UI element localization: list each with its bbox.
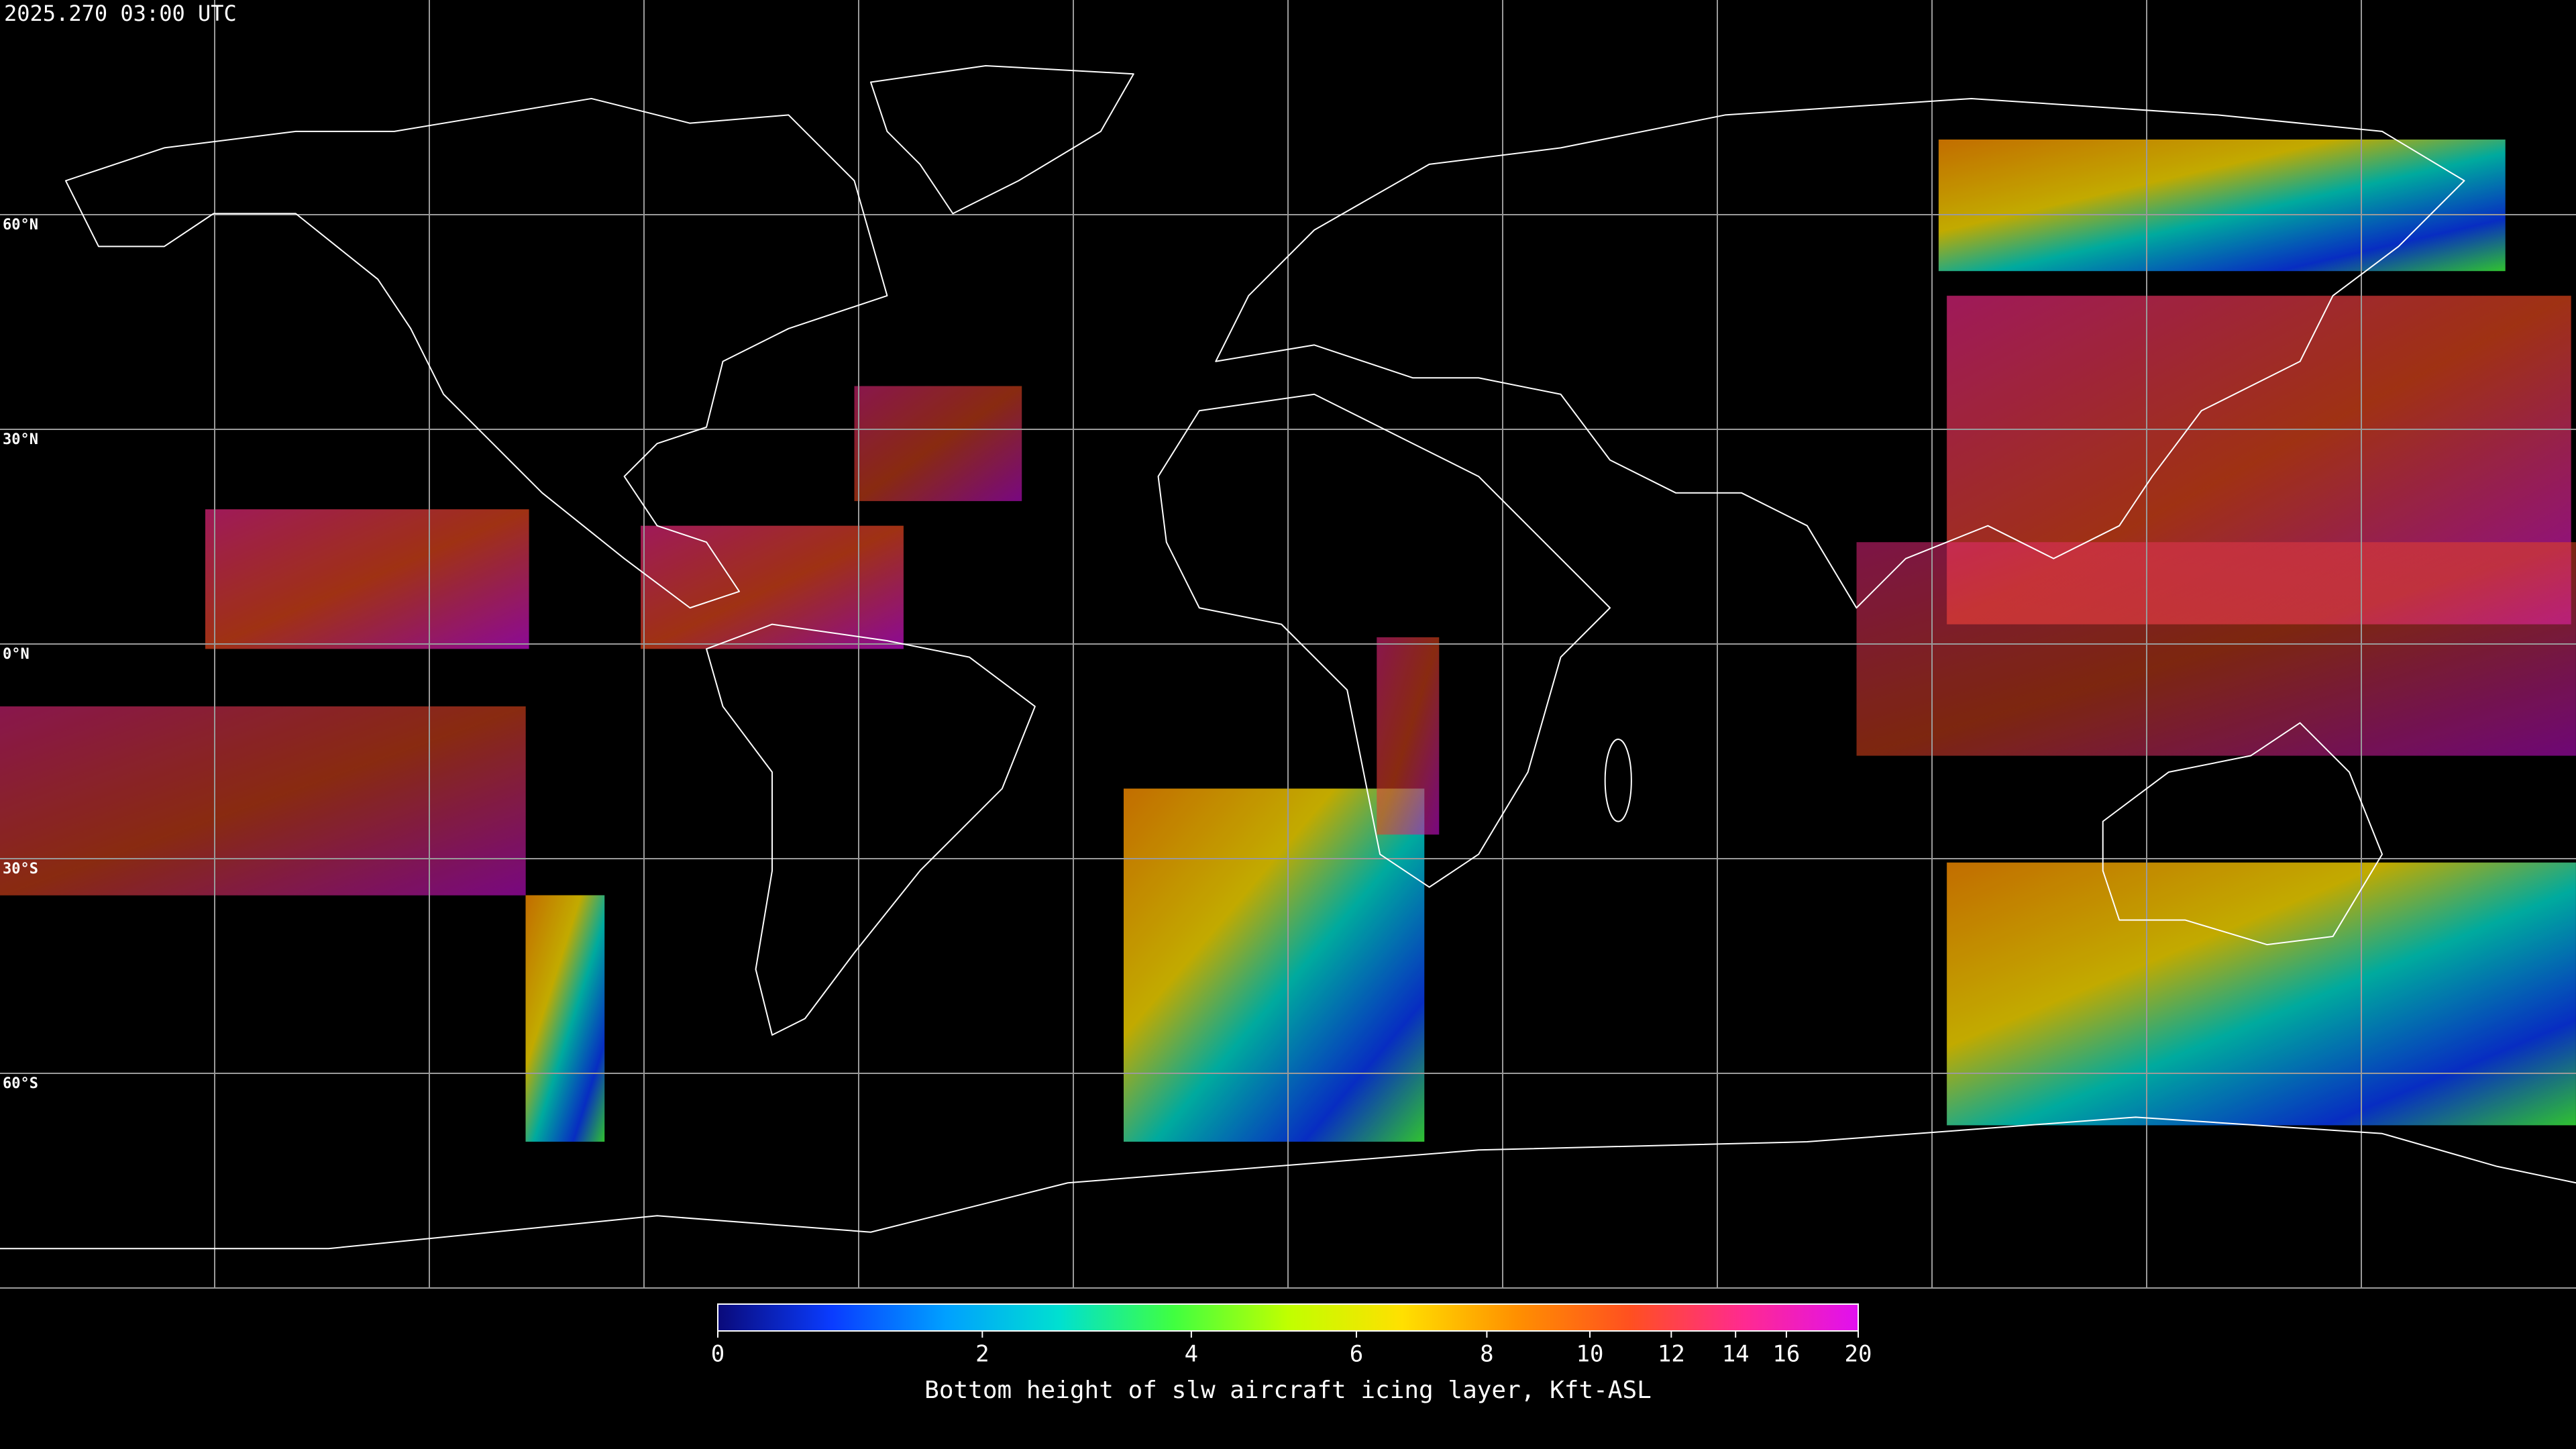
coastline bbox=[1216, 99, 2464, 608]
coastline bbox=[1605, 739, 1631, 821]
colorbar-tick-label: 16 bbox=[1772, 1341, 1800, 1368]
coastline bbox=[0, 1117, 2576, 1248]
colorbar-tick-label: 20 bbox=[1845, 1341, 1872, 1368]
coastline bbox=[706, 625, 1035, 1035]
icing-patch bbox=[525, 895, 605, 1142]
colorbar-tick-label: 0 bbox=[711, 1341, 724, 1368]
icing-patch bbox=[0, 706, 526, 896]
map: 60°N 30°N 0°N 30°S 60°S bbox=[0, 0, 2576, 1289]
lat-label: 30°S bbox=[3, 861, 38, 877]
colorbar-label: Bottom height of slw aircraft icing laye… bbox=[924, 1377, 1652, 1404]
colorbar-tick-label: 12 bbox=[1658, 1341, 1685, 1368]
lat-label: 60°N bbox=[3, 217, 38, 233]
coastline bbox=[2103, 723, 2382, 945]
coastlines bbox=[0, 66, 2576, 1248]
colorbar-tick-label: 8 bbox=[1480, 1341, 1493, 1368]
icing-patch bbox=[1856, 542, 2576, 756]
lat-label: 0°N bbox=[3, 646, 30, 663]
colorbar-tick-label: 14 bbox=[1722, 1341, 1750, 1368]
icing-patch bbox=[1377, 637, 1440, 835]
icing-patch bbox=[641, 525, 904, 649]
coastline bbox=[871, 66, 1134, 213]
colorbar-tick-label: 10 bbox=[1576, 1341, 1604, 1368]
graticule: 60°N 30°N 0°N 30°S 60°S bbox=[0, 0, 2576, 1289]
coastline bbox=[66, 99, 888, 608]
icing-patch bbox=[854, 386, 1022, 501]
colorbar-tick-label: 4 bbox=[1185, 1341, 1198, 1368]
colorbar-tick-label: 6 bbox=[1350, 1341, 1363, 1368]
coastline bbox=[1159, 394, 1610, 888]
timestamp: 2025.270 03:00 UTC bbox=[4, 1, 237, 26]
lat-label: 60°S bbox=[3, 1075, 38, 1092]
colorbar: Bottom height of slw aircraft icing laye… bbox=[711, 1303, 1872, 1404]
colorbar-tick-label: 2 bbox=[975, 1341, 989, 1368]
icing-coverage bbox=[0, 140, 2576, 1142]
icing-patch bbox=[205, 509, 529, 649]
lat-label: 30°N bbox=[3, 431, 38, 448]
icing-patch bbox=[1938, 140, 2506, 272]
icing-patch bbox=[1947, 862, 2576, 1126]
colorbar-scale bbox=[717, 1303, 1859, 1332]
icing-patch bbox=[1124, 788, 1425, 1142]
